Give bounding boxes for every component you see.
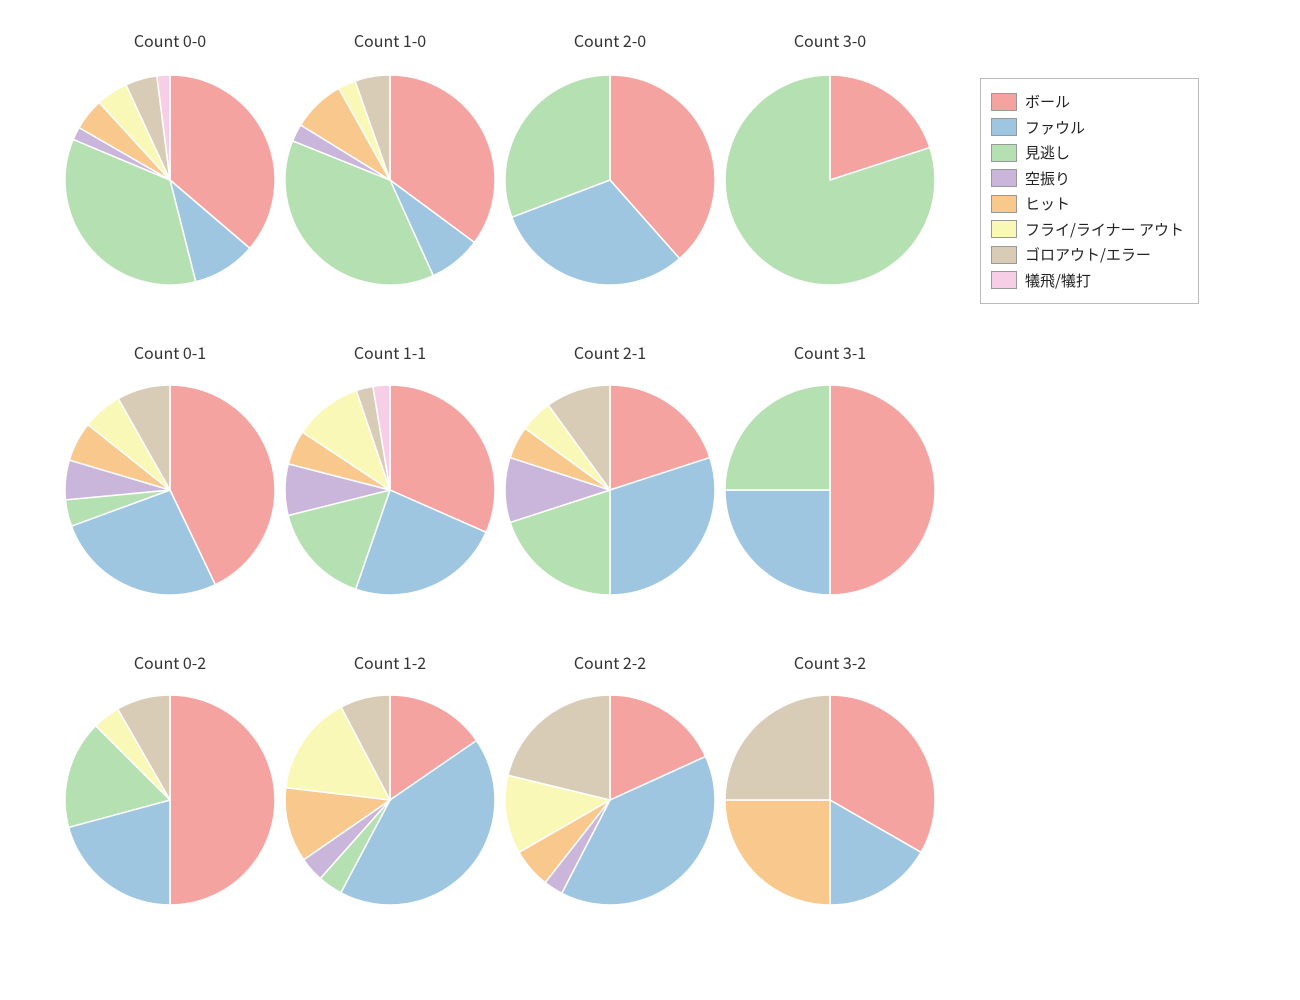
pie-chart [65,695,275,905]
legend-swatch [991,220,1017,238]
chart-title: Count 1-1 [280,340,500,364]
chart-title: Count 2-0 [500,28,720,52]
legend: ボールファウル見逃し空振りヒットフライ/ライナー アウトゴロアウト/エラー犠飛/… [980,78,1199,304]
legend-item-swinging: 空振り [991,166,1184,192]
pie-chart [285,385,495,595]
chart-title: Count 0-1 [60,340,280,364]
chart-title: Count 3-0 [720,28,940,52]
pie-chart [505,75,715,285]
legend-swatch [991,246,1017,264]
legend-swatch [991,93,1017,111]
legend-label: ボール [1025,89,1070,115]
pie-chart [505,695,715,905]
pie-chart [65,385,275,595]
pie-chart [505,385,715,595]
chart-title: Count 3-2 [720,650,940,674]
legend-label: 犠飛/犠打 [1025,268,1091,294]
pie-slice-hit [725,800,830,905]
chart-title: Count 1-0 [280,28,500,52]
legend-label: ゴロアウト/エラー [1025,242,1151,268]
chart-title: Count 2-1 [500,340,720,364]
pie-slice-foul [725,490,830,595]
legend-label: ヒット [1025,191,1070,217]
legend-label: 見逃し [1025,140,1070,166]
legend-item-ball: ボール [991,89,1184,115]
pie-chart [725,385,935,595]
legend-item-flyliner: フライ/ライナー アウト [991,217,1184,243]
legend-swatch [991,271,1017,289]
chart-title: Count 1-2 [280,650,500,674]
legend-label: フライ/ライナー アウト [1025,217,1184,243]
legend-label: ファウル [1025,115,1085,141]
chart-title: Count 2-2 [500,650,720,674]
chart-grid: Count 0-036.39.835.3Count 1-035.18.137.8… [0,0,1300,1000]
legend-swatch [991,144,1017,162]
legend-item-foul: ファウル [991,115,1184,141]
legend-item-looking: 見逃し [991,140,1184,166]
chart-title: Count 0-0 [60,28,280,52]
chart-title: Count 0-2 [60,650,280,674]
pie-slice-groundout [725,695,830,800]
chart-title: Count 3-1 [720,340,940,364]
pie-slice-ball [170,695,275,905]
legend-swatch [991,169,1017,187]
legend-item-groundout: ゴロアウト/エラー [991,242,1184,268]
pie-chart [725,75,935,285]
pie-chart [285,75,495,285]
legend-swatch [991,195,1017,213]
legend-swatch [991,118,1017,136]
pie-chart [285,695,495,905]
legend-item-sac: 犠飛/犠打 [991,268,1184,294]
pie-slice-looking [725,385,830,490]
legend-label: 空振り [1025,166,1070,192]
pie-slice-ball [830,385,935,595]
pie-chart [725,695,935,905]
pie-chart [65,75,275,285]
legend-item-hit: ヒット [991,191,1184,217]
